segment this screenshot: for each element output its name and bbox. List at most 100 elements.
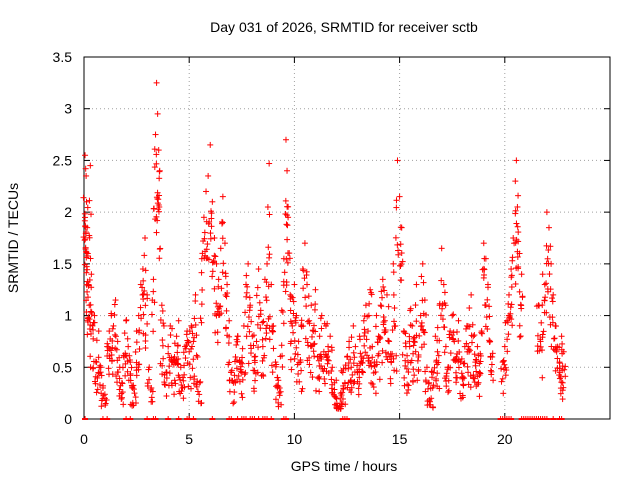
data-point [381, 287, 388, 294]
data-point [114, 338, 121, 345]
data-point [181, 371, 188, 378]
data-point [345, 360, 352, 367]
data-point [287, 307, 294, 314]
data-point [385, 303, 392, 310]
axis-ticks [83, 56, 610, 420]
data-point [178, 381, 185, 388]
data-point [80, 194, 87, 201]
data-point [259, 336, 266, 343]
data-point [180, 377, 187, 384]
data-point [288, 366, 295, 373]
data-point [370, 369, 377, 376]
x-tick-labels: 0 5 10 15 20 [80, 431, 513, 447]
data-point [362, 349, 369, 356]
data-point [415, 368, 422, 375]
data-point [306, 354, 313, 361]
data-point [86, 232, 93, 239]
data-point [220, 260, 227, 267]
data-point [209, 259, 216, 266]
data-point [81, 217, 88, 224]
data-point [113, 373, 120, 380]
data-point [554, 355, 561, 362]
zero-point [550, 416, 557, 420]
data-point [547, 286, 554, 293]
data-point [413, 281, 420, 288]
data-point [309, 374, 316, 381]
data-point [97, 369, 104, 376]
data-point [350, 322, 357, 329]
data-point [307, 369, 314, 376]
data-point [88, 309, 95, 316]
data-point [283, 256, 290, 263]
zero-point [144, 416, 151, 420]
data-point [221, 240, 228, 247]
y-tick-label: 0.5 [53, 359, 73, 375]
data-point [546, 314, 553, 321]
data-point [436, 385, 443, 392]
data-point [390, 355, 397, 362]
data-point [559, 350, 566, 357]
data-point [387, 375, 394, 382]
data-point [154, 217, 161, 224]
data-point [316, 388, 323, 395]
data-point [311, 306, 318, 313]
data-point [316, 333, 323, 340]
data-point [304, 281, 311, 288]
data-point [81, 210, 88, 217]
data-point [215, 283, 222, 290]
data-point [414, 357, 421, 364]
data-point [321, 375, 328, 382]
data-point [84, 331, 91, 338]
data-point [145, 366, 152, 373]
data-point [213, 300, 220, 307]
data-point [81, 237, 88, 244]
data-point [246, 294, 253, 301]
data-point [328, 347, 335, 354]
data-point [547, 321, 554, 328]
data-point [247, 350, 254, 357]
data-point [98, 403, 105, 410]
data-point [270, 345, 277, 352]
data-point [254, 369, 261, 376]
data-point [413, 332, 420, 339]
y-tick-label: 3 [64, 101, 72, 117]
data-point [140, 291, 147, 298]
data-point [291, 355, 298, 362]
data-point [440, 324, 447, 331]
data-point [266, 211, 273, 218]
data-point [508, 301, 515, 308]
data-point [144, 380, 151, 387]
data-point [284, 222, 291, 229]
data-point [198, 269, 205, 276]
data-point [489, 350, 496, 357]
data-point [544, 255, 551, 262]
data-point [398, 250, 405, 257]
data-point [87, 330, 94, 337]
x-tick-label: 15 [392, 431, 408, 447]
data-point [411, 372, 418, 379]
data-point [378, 288, 385, 295]
data-point [111, 301, 118, 308]
zero-point [209, 416, 216, 420]
data-point [193, 352, 200, 359]
data-point [513, 157, 520, 164]
data-point [546, 271, 553, 278]
data-point [239, 354, 246, 361]
data-point [419, 260, 426, 267]
y-tick-label: 0 [64, 411, 72, 427]
data-point [82, 246, 89, 253]
data-point [275, 377, 282, 384]
data-point [142, 235, 149, 241]
data-point [214, 308, 221, 315]
data-point [263, 297, 270, 304]
data-point [490, 377, 497, 384]
data-point [339, 395, 346, 402]
data-point [475, 379, 482, 386]
data-point [534, 343, 541, 350]
data-point [84, 204, 91, 211]
data-point [87, 255, 94, 262]
data-point [153, 213, 160, 220]
data-point [308, 302, 315, 309]
data-point [139, 291, 146, 298]
data-point [275, 399, 282, 406]
